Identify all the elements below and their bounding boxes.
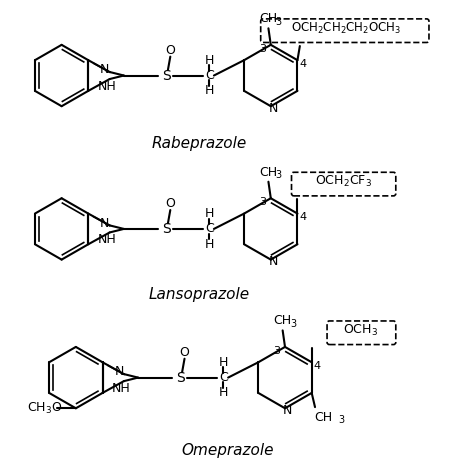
Text: C: C <box>205 222 214 236</box>
Text: N: N <box>114 365 124 378</box>
Text: 3: 3 <box>259 43 266 54</box>
Text: CH$_3$O: CH$_3$O <box>27 401 63 416</box>
Text: 3: 3 <box>259 197 266 207</box>
Text: O: O <box>165 44 175 57</box>
Text: H: H <box>204 84 214 97</box>
Text: H: H <box>204 54 214 67</box>
Text: NH: NH <box>98 233 117 246</box>
Text: H: H <box>204 237 214 251</box>
Text: H: H <box>204 207 214 220</box>
Text: 3: 3 <box>273 346 280 356</box>
Text: H: H <box>219 356 228 369</box>
Text: 4: 4 <box>314 361 321 371</box>
Text: S: S <box>162 68 171 83</box>
Text: N: N <box>268 102 278 115</box>
Text: OCH$_2$CF$_3$: OCH$_2$CF$_3$ <box>315 174 372 189</box>
Text: N: N <box>100 63 109 76</box>
Text: OCH$_2$CH$_2$CH$_2$OCH$_3$: OCH$_2$CH$_2$CH$_2$OCH$_3$ <box>291 21 401 36</box>
Text: 4: 4 <box>300 212 307 222</box>
Text: CH: CH <box>314 411 333 424</box>
Text: Omeprazole: Omeprazole <box>181 443 274 458</box>
Text: OCH$_3$: OCH$_3$ <box>343 323 378 338</box>
Text: S: S <box>176 371 185 385</box>
Text: S: S <box>162 222 171 236</box>
Text: Rabeprazole: Rabeprazole <box>152 136 246 152</box>
Text: 3: 3 <box>276 17 282 27</box>
Text: 3: 3 <box>276 170 282 180</box>
Text: C: C <box>219 371 228 384</box>
Text: C: C <box>205 69 214 82</box>
Text: CH: CH <box>259 12 277 25</box>
Text: Lansoprazole: Lansoprazole <box>148 287 250 303</box>
Text: CH: CH <box>259 166 277 179</box>
Text: CH: CH <box>273 314 292 328</box>
Text: 4: 4 <box>300 59 307 69</box>
Text: NH: NH <box>98 80 117 93</box>
Text: 3: 3 <box>338 415 344 425</box>
Text: O: O <box>165 197 175 211</box>
Text: O: O <box>180 346 190 359</box>
Text: H: H <box>219 386 228 399</box>
Text: NH: NH <box>112 382 131 395</box>
Text: N: N <box>283 404 292 417</box>
Text: 3: 3 <box>290 319 296 329</box>
Text: N: N <box>100 217 109 229</box>
Text: N: N <box>268 255 278 269</box>
